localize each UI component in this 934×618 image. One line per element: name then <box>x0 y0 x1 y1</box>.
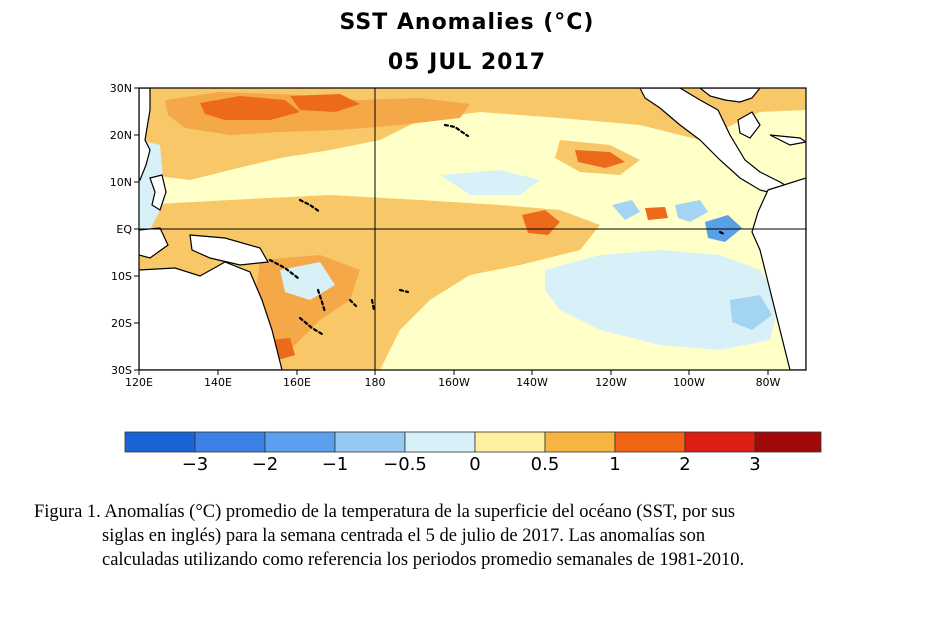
lat-label-20s: 20S <box>111 317 132 330</box>
colorbar-swatch-4 <box>334 431 406 453</box>
yucatan <box>737 111 761 139</box>
eastern-hot-spot <box>645 207 668 220</box>
colorbar-label-3: 3 <box>749 454 761 475</box>
colorbar-swatch-2 <box>194 431 266 453</box>
islands <box>268 123 726 336</box>
map-date: 05 JUL 2017 <box>387 50 547 75</box>
caption-line-1: Figura 1. Anomalías (°C) promedio de la … <box>34 502 736 522</box>
lat-label-10s: 10S <box>111 270 132 283</box>
lat-label-eq: EQ <box>116 223 132 236</box>
cuba <box>769 134 806 146</box>
lat-label-20n: 20N <box>110 129 132 142</box>
map-title: SST Anomalies (°C) <box>339 10 595 35</box>
lon-label-140e: 140E <box>204 376 232 389</box>
hawaii <box>443 123 470 138</box>
caption-line-2: siglas en inglés) para la semana centrad… <box>102 526 706 546</box>
philippines <box>149 174 167 211</box>
ticks <box>134 87 769 375</box>
eastern-equatorial-cool-1 <box>612 200 640 220</box>
colorbar-label-0: 0 <box>469 454 481 475</box>
land <box>139 88 806 370</box>
colorbar-label-minus-0-5: −0.5 <box>383 454 427 475</box>
colorbar-swatch-10 <box>754 431 822 453</box>
colorbar-swatch-5 <box>404 431 476 453</box>
borneo <box>139 227 169 259</box>
anomaly-field <box>139 88 806 370</box>
northeast-hot-streak <box>575 150 625 168</box>
colorbar-label-minus-1: −1 <box>321 454 349 475</box>
colorbar-swatch-7 <box>544 431 616 453</box>
colorbar-swatch-1 <box>124 431 196 453</box>
western-warm-pool <box>255 255 360 350</box>
south-american-coast-cool <box>730 295 772 330</box>
new-caledonia <box>298 316 324 336</box>
lat-label-30n: 30N <box>110 82 132 95</box>
colorbar-swatch-6 <box>474 431 546 453</box>
lon-label-180: 180 <box>365 376 386 389</box>
lat-label-30s: 30S <box>111 364 132 377</box>
colorbar-label-0-5: 0.5 <box>530 454 560 475</box>
lon-label-120w: 120W <box>595 376 627 389</box>
colorbar-swatch-3 <box>264 431 336 453</box>
australia <box>139 261 283 370</box>
fiji <box>348 298 358 308</box>
south-america <box>751 177 806 370</box>
colorbar <box>124 431 822 453</box>
galapagos <box>718 230 726 236</box>
solomon-islands <box>268 258 300 280</box>
marshall-islands <box>298 198 322 214</box>
eastern-equatorial-cool-2 <box>675 200 708 222</box>
north-pacific-hot-spot-2 <box>290 94 360 112</box>
central-cool-patch <box>440 170 540 195</box>
lat-label-10n: 10N <box>110 176 132 189</box>
lon-label-120e: 120E <box>125 376 153 389</box>
new-guinea <box>189 234 269 266</box>
lon-label-160e: 160E <box>283 376 311 389</box>
samoa <box>398 288 410 294</box>
lon-label-80w: 80W <box>756 376 781 389</box>
lon-label-100w: 100W <box>673 376 705 389</box>
colorbar-swatch-8 <box>614 431 686 453</box>
vanuatu <box>316 288 327 314</box>
north-pacific-hot-spot-1 <box>200 96 300 120</box>
colorbar-label-minus-2: −2 <box>251 454 279 475</box>
colorbar-label-1: 1 <box>609 454 621 475</box>
colorbar-label-minus-3: −3 <box>181 454 209 475</box>
colorbar-label-2: 2 <box>679 454 691 475</box>
caption-line-3: calculadas utilizando como referencia lo… <box>102 550 745 570</box>
lon-label-140w: 140W <box>516 376 548 389</box>
tonga <box>370 298 376 312</box>
colorbar-swatch-9 <box>684 431 756 453</box>
southeast-cool-region <box>545 250 780 350</box>
figure-caption: Figura 1. Anomalías (°C) promedio de la … <box>34 500 894 572</box>
southwest-cool-patch <box>280 262 335 300</box>
lon-label-160w: 160W <box>438 376 470 389</box>
gulf-coast-us <box>699 88 761 103</box>
